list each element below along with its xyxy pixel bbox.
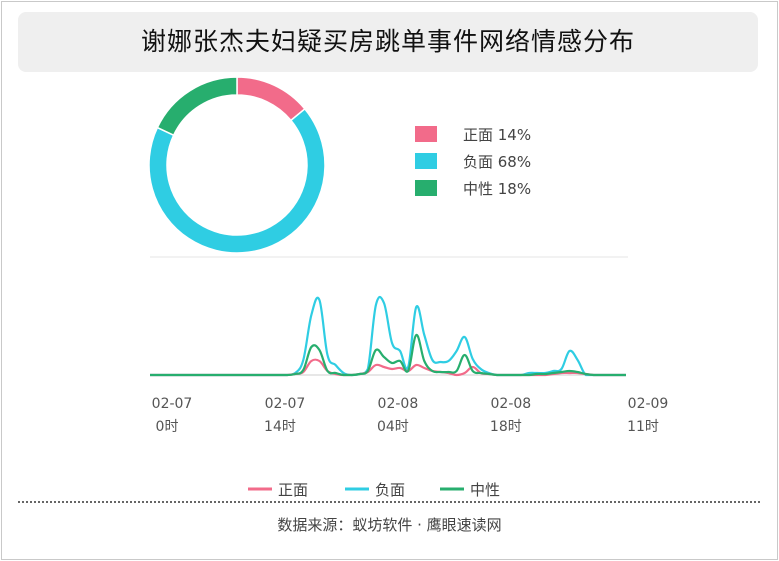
data-source: 数据来源：蚁坊软件 · 鹰眼速读网 <box>277 516 502 534</box>
x-tick-date-2: 02-08 <box>378 396 419 412</box>
pie-legend-swatch-2 <box>415 180 437 196</box>
line-legend-label-1: 负面 <box>375 481 405 499</box>
pie-legend-label-1: 负面 68% <box>463 153 531 171</box>
x-tick-hour-3: 18时 <box>490 419 522 435</box>
x-tick-hour-4: 11时 <box>627 419 659 435</box>
series-line-1 <box>150 295 626 377</box>
title-bar: 谢娜张杰夫妇疑买房跳单事件网络情感分布 <box>18 12 758 72</box>
line-legend-label-0: 正面 <box>278 481 308 499</box>
pie-legend-label-0: 正面 14% <box>463 126 531 144</box>
x-tick-date-0: 02-07 <box>152 396 193 412</box>
donut-slice-0 <box>236 76 306 122</box>
pie-legend-swatch-1 <box>415 153 437 169</box>
x-tick-date-4: 02-09 <box>628 396 669 412</box>
x-tick-date-3: 02-08 <box>491 396 532 412</box>
chart-title: 谢娜张杰夫妇疑买房跳单事件网络情感分布 <box>140 27 635 56</box>
x-tick-hour-0: 0时 <box>156 419 179 435</box>
footer-divider <box>18 501 760 503</box>
series-line-2 <box>150 333 626 377</box>
x-tick-date-1: 02-07 <box>265 396 306 412</box>
pie-legend-swatch-0 <box>415 126 437 142</box>
pie-legend-label-2: 中性 18% <box>463 180 531 198</box>
donut-slice-2 <box>156 76 238 137</box>
line-legend-label-2: 中性 <box>470 481 500 499</box>
x-tick-hour-1: 14时 <box>264 419 296 435</box>
x-tick-hour-2: 04时 <box>377 419 409 435</box>
donut-slice-1 <box>148 107 326 254</box>
